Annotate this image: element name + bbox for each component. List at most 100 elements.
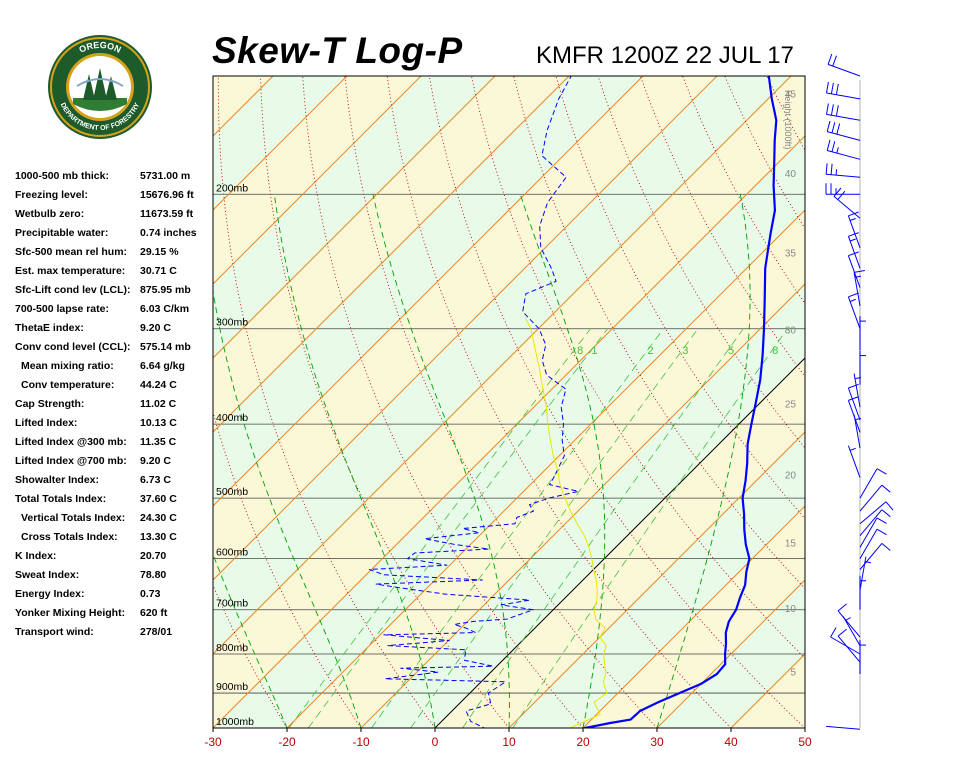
index-value: 20.70 [140, 550, 167, 562]
index-row: Cross Totals Index: 13.30 C [15, 531, 210, 550]
dry-adiabat-line [936, 76, 960, 728]
index-row: Sfc-500 mean rel hum: 29.15 % [15, 246, 210, 265]
index-value: 30.71 C [140, 265, 177, 277]
index-label: Sfc-500 mean rel hum: [15, 246, 128, 258]
moist-adiabat-line [213, 288, 362, 728]
wind-barb [826, 725, 861, 730]
background-band [805, 76, 960, 728]
index-value: 620 ft [140, 607, 168, 619]
wind-barb [826, 103, 861, 121]
wind-barb [859, 556, 871, 591]
index-row: Conv cond level (CCL): 575.14 mb [15, 341, 210, 360]
isotherm-line [213, 76, 570, 433]
index-value: 13.30 C [140, 531, 177, 543]
mixing-ratio-line [410, 328, 699, 728]
index-label: Vertical Totals Index: [21, 512, 126, 524]
height-axis-label: Height (1000ft) [783, 90, 793, 150]
index-value: 15676.96 ft [140, 189, 194, 201]
index-row: 1000-500 mb thick: 5731.00 m [15, 170, 210, 189]
mixing-ratio-label: 5 [728, 345, 734, 357]
pressure-tick-label: 300mb [216, 317, 248, 329]
index-row: Mean mixing ratio: 6.64 g/kg [15, 360, 210, 379]
dry-adiabat-line [302, 76, 584, 728]
index-value: 9.20 C [140, 322, 171, 334]
index-value: 44.24 C [140, 379, 177, 391]
index-row: Freezing level: 15676.96 ft [15, 189, 210, 208]
pressure-tick-label: 800mb [216, 642, 248, 654]
height-tick-label: 15 [785, 539, 797, 550]
wind-barb [859, 484, 891, 512]
wind-barb [830, 627, 861, 655]
wind-barb [859, 528, 887, 559]
index-row: 700-500 lapse rate: 6.03 C/km [15, 303, 210, 322]
pressure-tick-label: 200mb [216, 182, 248, 194]
isotherm-line [0, 76, 125, 728]
pressure-tick-label: 600mb [216, 547, 248, 559]
index-label: Cross Totals Index: [21, 531, 118, 543]
isotherm-line [213, 76, 644, 507]
stability-indices-panel: 1000-500 mb thick: 5731.00 m Freezing leve… [15, 170, 210, 645]
index-label: Total Totals Index: [15, 493, 107, 505]
temperature-tick-label: 10 [502, 735, 516, 749]
temperature-tick-label: -20 [278, 735, 296, 749]
index-label: Transport wind: [15, 626, 94, 638]
pressure-tick-label: 400mb [216, 412, 248, 424]
height-tick-label: 45 [785, 89, 797, 100]
index-row: Lifted Index: 10.13 C [15, 417, 210, 436]
index-value: 6.73 C [140, 474, 171, 486]
index-value: 11673.59 ft [140, 208, 194, 220]
temperature-tick-label: 50 [798, 735, 812, 749]
wind-barb [826, 82, 861, 100]
isotherm-line [213, 76, 422, 285]
index-label: Lifted Index @700 mb: [15, 455, 127, 467]
isotherm-line [213, 76, 718, 581]
isotherm-line [434, 357, 805, 728]
index-row: ThetaE index: 9.20 C [15, 322, 210, 341]
index-label: K Index: [15, 550, 57, 562]
background-band [213, 76, 805, 728]
mixing-ratio-label: 1 [591, 345, 597, 357]
dry-adiabat-line [597, 76, 805, 449]
pressure-tick-label: 900mb [216, 681, 248, 693]
isotherm-line [582, 505, 805, 728]
mixing-ratio-label: .8 [574, 345, 583, 357]
dry-adiabat-line [893, 76, 960, 728]
index-row: Vertical Totals Index: 24.30 C [15, 512, 210, 531]
mixing-ratio-label: 8 [772, 345, 778, 357]
height-tick-label: 25 [785, 400, 797, 411]
index-row: Cap Strength: 11.02 C [15, 398, 210, 417]
pressure-tick-label: 500mb [216, 486, 248, 498]
isotherm-line [213, 76, 792, 655]
mixing-ratio-line [512, 328, 788, 728]
index-row: Yonker Mixing Height: 620 ft [15, 607, 210, 626]
index-label: Wetbulb zero: [15, 208, 85, 220]
index-value: 24.30 C [140, 512, 177, 524]
isotherm-line [213, 76, 348, 211]
index-row: Total Totals Index: 37.60 C [15, 493, 210, 512]
dry-adiabat-line [851, 76, 960, 728]
index-label: Energy Index: [15, 588, 85, 600]
wind-barb [826, 120, 861, 141]
isotherm-line [804, 727, 805, 728]
index-label: Lifted Index: [15, 417, 78, 429]
chart-title: Skew-T Log-P [212, 30, 463, 71]
temperature-trace [582, 76, 778, 728]
wind-barb [859, 316, 866, 351]
wind-barb [847, 251, 861, 288]
index-value: 575.14 mb [140, 341, 191, 353]
isotherm-line [508, 431, 805, 728]
index-value: 37.60 C [140, 493, 177, 505]
index-label: Yonker Mixing Height: [15, 607, 126, 619]
isotherm-line [213, 135, 805, 728]
pressure-tick-label: 1000mb [216, 716, 254, 728]
temperature-tick-label: 40 [724, 735, 738, 749]
wind-barb [837, 628, 861, 663]
height-tick-label: 30 [785, 326, 797, 337]
moist-adiabat-line [656, 194, 751, 728]
index-value: 10.13 C [140, 417, 177, 429]
height-tick-label: 5 [790, 667, 796, 678]
index-label: Est. max temperature: [15, 265, 126, 277]
moist-adiabat-line [519, 194, 606, 728]
index-row: Sfc-Lift cond lev (LCL): 875.95 mb [15, 284, 210, 303]
index-label: Lifted Index @300 mb: [15, 436, 127, 448]
